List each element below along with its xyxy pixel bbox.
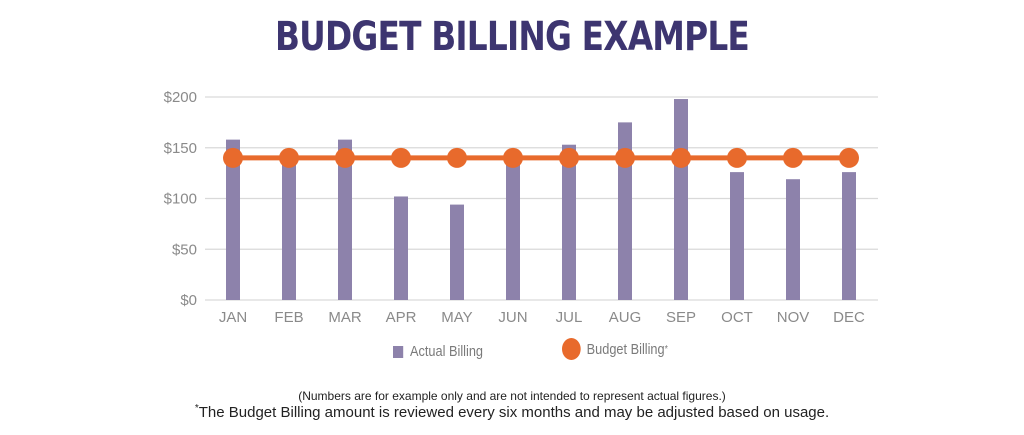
- actual-billing-swatch: [393, 345, 404, 358]
- budget-point-apr: [391, 147, 411, 168]
- legend-budget-label: Budget Billing: [586, 340, 665, 358]
- budget-point-jun: [503, 147, 523, 168]
- budget-billing-swatch: [562, 338, 581, 360]
- budget-point-may: [447, 147, 467, 168]
- budget-point-nov: [783, 147, 803, 168]
- legend-item-actual: Actual Billing: [393, 343, 483, 360]
- actual-billing-bars: [226, 99, 856, 300]
- budget-point-feb: [279, 147, 299, 168]
- y-tick-label: $150: [164, 140, 197, 157]
- x-tick-label: JUN: [498, 309, 527, 326]
- x-tick-label: OCT: [721, 309, 753, 326]
- budget-point-dec: [839, 147, 859, 168]
- x-tick-label: MAR: [328, 309, 362, 326]
- grid-lines: [205, 96, 878, 301]
- budget-point-sep: [671, 147, 691, 168]
- y-tick-label: $200: [164, 89, 197, 106]
- x-tick-label: DEC: [833, 309, 865, 326]
- bar-nov: [786, 179, 800, 300]
- y-axis-ticks: $0 $50 $100 $150 $200: [164, 89, 197, 309]
- x-tick-label: AUG: [609, 309, 642, 326]
- bar-jul: [562, 144, 576, 300]
- x-tick-label: MAY: [441, 309, 472, 326]
- x-tick-label: NOV: [777, 309, 810, 326]
- y-tick-label: $100: [164, 191, 197, 208]
- chart-plot: $0 $50 $100 $150 $200 JAN FEB MAR APR MAY JUN JUL A…: [164, 89, 878, 326]
- budget-point-jul: [559, 147, 579, 168]
- x-tick-label: JUL: [556, 309, 583, 326]
- legend-item-budget: Budget Billing *: [562, 338, 668, 360]
- bar-sep: [674, 99, 688, 300]
- disclaimer-note: (Numbers are for example only and are no…: [298, 389, 726, 403]
- x-tick-label: APR: [386, 309, 417, 326]
- footnote: *The Budget Billing amount is reviewed e…: [0, 403, 1024, 421]
- y-tick-label: $50: [172, 241, 197, 258]
- bar-mar: [338, 139, 352, 300]
- budget-point-mar: [335, 147, 355, 168]
- x-axis-ticks: JAN FEB MAR APR MAY JUN JUL AUG SEP OCT NOV DEC: [219, 309, 865, 326]
- bar-oct: [730, 172, 744, 300]
- bar-jun: [506, 162, 520, 300]
- legend-budget-marker: *: [664, 343, 668, 355]
- budget-billing-line: [223, 147, 859, 168]
- y-tick-label: $0: [180, 292, 197, 309]
- footnote-text: The Budget Billing amount is reviewed ev…: [198, 404, 830, 421]
- budget-point-jan: [223, 147, 243, 168]
- x-tick-label: FEB: [274, 309, 303, 326]
- budget-point-oct: [727, 147, 747, 168]
- budget-point-aug: [615, 147, 635, 168]
- bar-dec: [842, 172, 856, 300]
- bar-apr: [394, 196, 408, 300]
- bar-jan: [226, 139, 240, 300]
- x-tick-label: JAN: [219, 309, 247, 326]
- legend-actual-label: Actual Billing: [410, 343, 484, 360]
- bar-may: [450, 204, 464, 300]
- footnote-asterisk: *: [194, 403, 199, 414]
- chart-title: BUDGET BILLING EXAMPLE: [274, 14, 750, 60]
- legend: Actual Billing Budget Billing *: [0, 338, 1024, 367]
- bar-feb: [282, 159, 296, 300]
- x-tick-label: SEP: [666, 309, 696, 326]
